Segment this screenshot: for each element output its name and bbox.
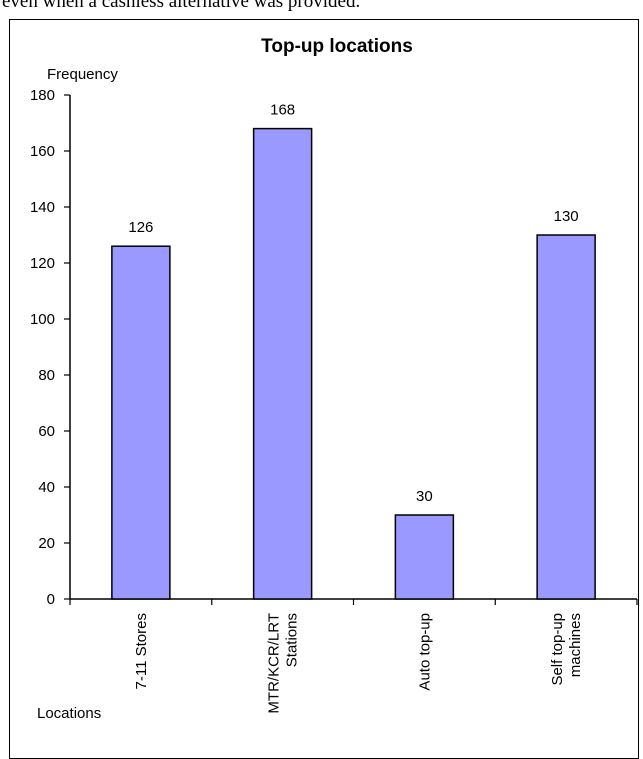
y-tick-label: 20 (38, 535, 55, 552)
bar-2 (394, 514, 455, 600)
y-tick-label: 160 (30, 143, 55, 160)
y-tick-label: 0 (47, 591, 55, 608)
y-tick-label: 120 (30, 255, 55, 272)
y-tick-label: 100 (30, 311, 55, 328)
x-tick-label: MTR/KCR/LRT (266, 613, 283, 714)
x-tick-label: Stations (284, 613, 301, 667)
x-tick-label-group: Self top-up machines (549, 613, 584, 686)
bar-chart: Top-up locations Frequency Locations 0 20… (30, 36, 638, 722)
bars (111, 127, 596, 600)
bar-0 (111, 245, 171, 600)
data-label: 30 (416, 488, 433, 505)
data-label: 130 (554, 208, 579, 225)
x-tick-label-group: Auto top-up (416, 613, 433, 691)
y-tick-label: 140 (30, 199, 55, 216)
x-tick-label-group: MTR/KCR/LRT Stations (266, 613, 301, 714)
preceding-text-line: even when a cashless alternative was pro… (2, 0, 361, 12)
x-tick-label: Self top-up (549, 613, 566, 686)
bar-1 (252, 127, 313, 600)
bar-3 (536, 234, 596, 600)
y-tick-label: 80 (38, 367, 55, 384)
data-labels: 126 168 30 130 (128, 102, 578, 505)
x-tick-label-group: 7-11 Stores (133, 613, 150, 689)
x-tick-label: machines (567, 613, 584, 677)
chart-title: Top-up locations (261, 36, 413, 57)
x-tick-labels: 7-11 Stores MTR/KCR/LRT Stations Auto top-u… (133, 613, 584, 714)
y-tick-label: 180 (30, 87, 55, 104)
x-axis-label: Locations (37, 705, 101, 722)
x-tick-label: Auto top-up (416, 613, 433, 691)
data-label: 126 (128, 219, 153, 236)
y-tick-label: 60 (38, 423, 55, 440)
data-label: 168 (270, 102, 295, 119)
y-axis-label: Frequency (47, 66, 118, 83)
y-tick-labels: 0 20 40 60 80 100 120 140 160 180 (30, 87, 55, 608)
y-tick-label: 40 (38, 479, 55, 496)
x-tick-label: 7-11 Stores (133, 613, 150, 689)
